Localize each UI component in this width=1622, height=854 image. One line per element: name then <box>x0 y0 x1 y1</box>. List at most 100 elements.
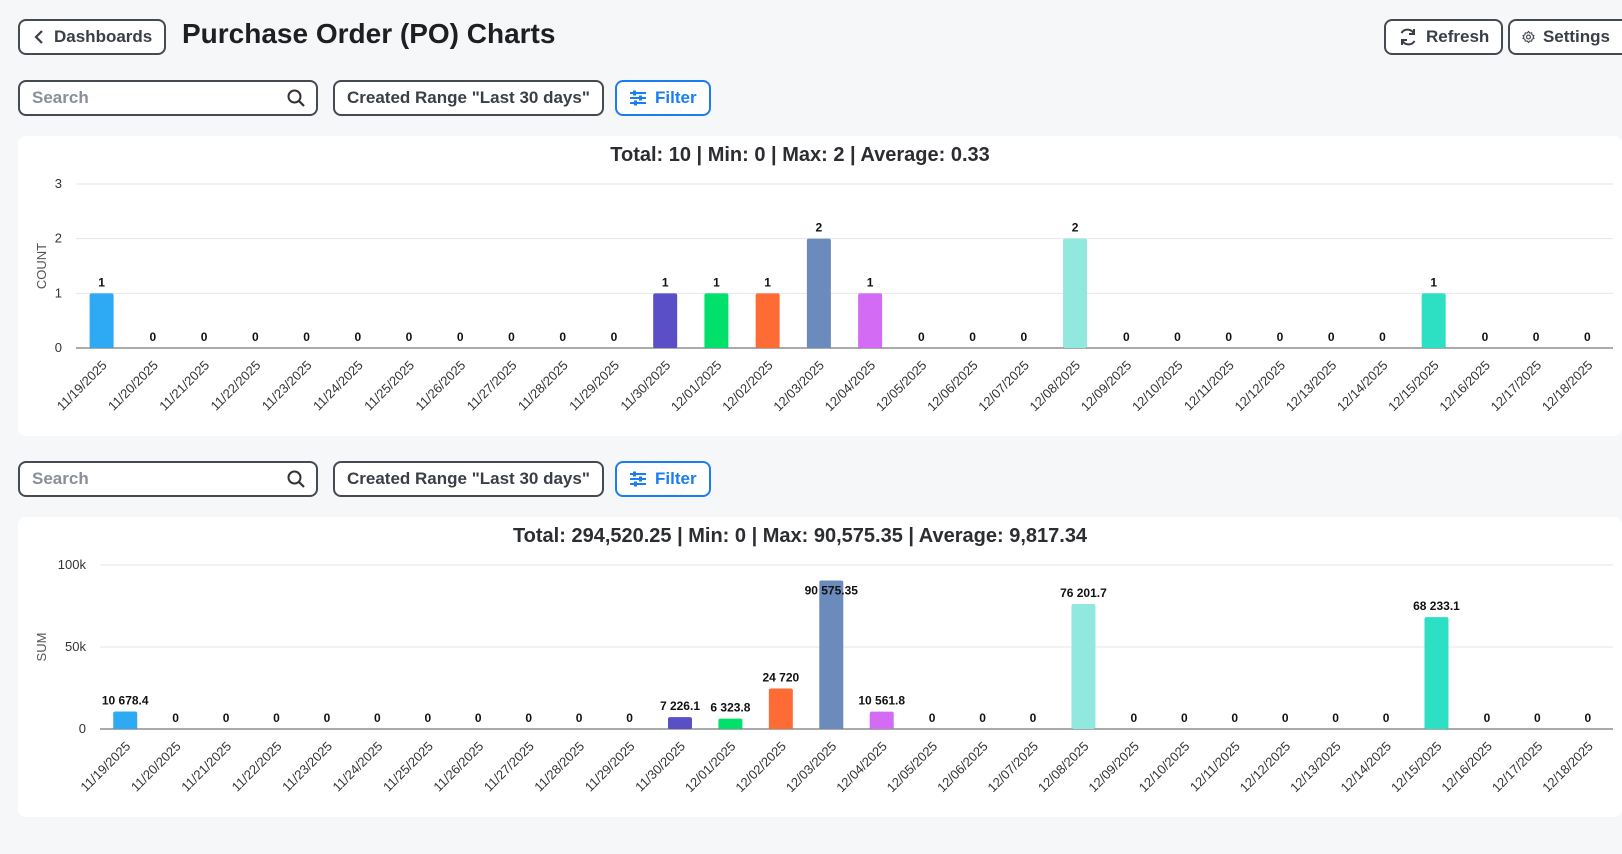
bar <box>113 711 138 729</box>
y-tick-label: 1 <box>55 285 62 300</box>
sum-chart: 0 50k 100k SUM 10 678.4 11/19/2025 0 11/20/2025… <box>34 557 1613 796</box>
x-tick-label: 12/07/2025 <box>985 739 1042 796</box>
x-tick-label: 11/25/2025 <box>380 739 436 795</box>
x-tick-label: 11/21/2025 <box>156 358 212 414</box>
x-tick-label: 11/28/2025 <box>531 739 587 795</box>
refresh-label: Refresh <box>1426 27 1490 46</box>
data-label: 1 <box>662 275 669 289</box>
data-label: 0 <box>611 330 618 344</box>
data-label: 0 <box>273 711 280 725</box>
x-tick-label: 12/06/2025 <box>934 739 991 796</box>
x-tick-label: 12/13/2025 <box>1283 358 1340 415</box>
data-label: 0 <box>406 330 413 344</box>
data-label: 0 <box>1482 330 1489 344</box>
x-tick-label: 11/19/2025 <box>54 358 110 414</box>
x-tick-label: 12/06/2025 <box>924 358 981 415</box>
range-label: Created Range "Last 30 days" <box>347 469 590 488</box>
data-label: 0 <box>1584 330 1591 344</box>
x-tick-label: 12/17/2025 <box>1488 358 1545 415</box>
data-label: 0 <box>252 330 259 344</box>
x-tick-label: 12/15/2025 <box>1385 358 1442 415</box>
filter-button[interactable]: Filter <box>615 461 711 497</box>
settings-button[interactable]: Settings <box>1508 19 1622 55</box>
x-tick-label: 12/13/2025 <box>1287 739 1344 796</box>
x-tick-label: 11/24/2025 <box>330 739 386 795</box>
x-tick-label: 11/22/2025 <box>207 358 263 414</box>
bar <box>667 717 692 729</box>
data-label: 0 <box>979 711 986 725</box>
y-axis-label: SUM <box>34 633 49 662</box>
x-tick-label: 12/09/2025 <box>1078 358 1135 415</box>
x-tick-label: 12/16/2025 <box>1436 358 1493 415</box>
data-label: 0 <box>424 711 431 725</box>
data-label: 0 <box>1030 711 1037 725</box>
data-label: 7 226.1 <box>660 699 700 713</box>
data-label: 10 561.8 <box>858 694 905 708</box>
x-tick-label: 11/24/2025 <box>310 358 366 414</box>
data-label: 0 <box>1484 711 1491 725</box>
bar <box>806 238 831 348</box>
data-label: 0 <box>150 330 157 344</box>
x-tick-label: 12/18/2025 <box>1539 358 1596 415</box>
data-label: 0 <box>929 711 936 725</box>
data-label: 0 <box>1383 711 1390 725</box>
x-tick-label: 11/30/2025 <box>632 739 688 795</box>
settings-label: Settings <box>1542 27 1610 46</box>
x-tick-label: 12/02/2025 <box>732 739 789 796</box>
data-label: 0 <box>172 711 179 725</box>
x-tick-label: 11/26/2025 <box>412 358 468 414</box>
bar <box>755 293 780 348</box>
count-chart: 0 1 2 3 COUNT 1 11/19/2025 0 11/20/2025 0 11/21/20… <box>34 176 1613 415</box>
search-input[interactable] <box>30 465 270 493</box>
data-label: 0 <box>201 330 208 344</box>
x-tick-label: 12/16/2025 <box>1438 739 1495 796</box>
data-label: 68 233.1 <box>1413 599 1460 613</box>
created-range-button[interactable]: Created Range "Last 30 days" <box>333 461 604 497</box>
x-tick-label: 11/29/2025 <box>566 358 622 414</box>
bar <box>1071 604 1096 729</box>
data-label: 0 <box>969 330 976 344</box>
back-to-dashboards-button[interactable]: Dashboards <box>18 19 167 55</box>
x-tick-label: 11/27/2025 <box>481 739 537 795</box>
y-tick-label: 0 <box>79 721 86 736</box>
data-label: 1 <box>867 275 874 289</box>
search-icon[interactable] <box>286 88 306 108</box>
refresh-button[interactable]: Refresh <box>1384 19 1504 55</box>
filter-button[interactable]: Filter <box>615 80 711 116</box>
x-tick-label: 11/26/2025 <box>430 739 486 795</box>
search-field[interactable] <box>18 461 318 497</box>
filter-label: Filter <box>655 88 697 107</box>
search-icon[interactable] <box>286 469 306 489</box>
data-label: 2 <box>816 221 823 235</box>
sum-chart-card: Total: 294,520.25 | Min: 0 | Max: 90,575… <box>18 517 1622 817</box>
chart-summary: Total: 10 | Min: 0 | Max: 2 | Average: 0… <box>610 144 990 166</box>
data-label: 24 720 <box>762 670 799 684</box>
y-axis-label: COUNT <box>34 243 49 289</box>
bar <box>1063 238 1088 348</box>
search-field[interactable] <box>18 80 318 116</box>
gear-icon <box>1522 30 1535 44</box>
x-tick-label: 12/03/2025 <box>783 739 840 796</box>
x-tick-label: 12/10/2025 <box>1136 739 1193 796</box>
data-label: 1 <box>764 275 771 289</box>
bar <box>704 293 729 348</box>
y-tick-label: 100k <box>58 557 87 572</box>
bar <box>1421 293 1446 348</box>
search-input[interactable] <box>30 84 270 112</box>
data-label: 1 <box>713 275 720 289</box>
created-range-button[interactable]: Created Range "Last 30 days" <box>333 80 604 116</box>
x-tick-label: 12/03/2025 <box>770 358 827 415</box>
data-label: 76 201.7 <box>1060 586 1107 600</box>
x-tick-label: 12/10/2025 <box>1129 358 1186 415</box>
data-label: 0 <box>525 711 532 725</box>
data-label: 0 <box>918 330 925 344</box>
x-tick-label: 11/22/2025 <box>229 739 285 795</box>
data-label: 0 <box>559 330 566 344</box>
x-tick-label: 11/30/2025 <box>617 358 673 414</box>
filter-label: Filter <box>655 469 697 488</box>
x-tick-label: 12/02/2025 <box>719 358 776 415</box>
x-tick-label: 11/29/2025 <box>582 739 638 795</box>
x-tick-label: 12/09/2025 <box>1085 739 1142 796</box>
data-label: 2 <box>1072 221 1079 235</box>
count-chart-card: Total: 10 | Min: 0 | Max: 2 | Average: 0… <box>18 136 1622 436</box>
